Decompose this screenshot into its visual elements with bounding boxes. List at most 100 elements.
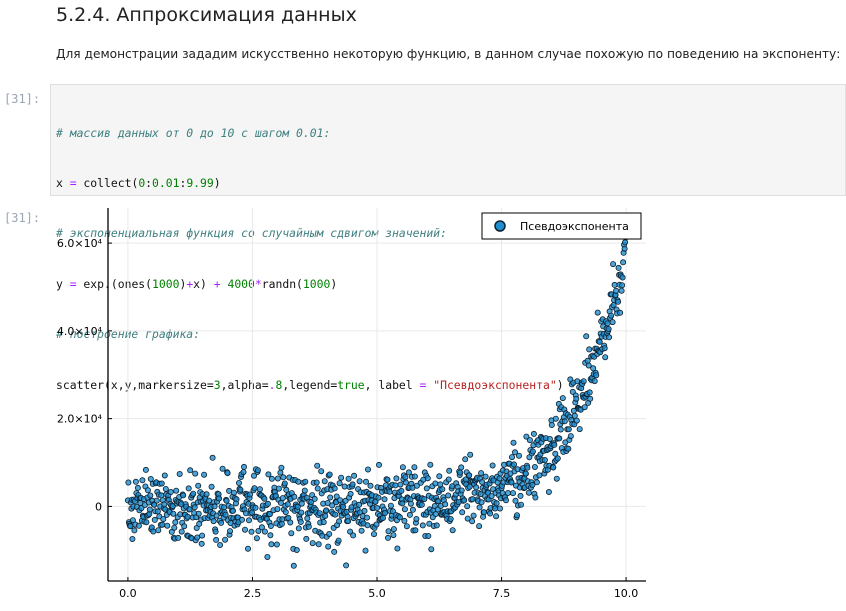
scatter-point (363, 514, 370, 521)
scatter-point (524, 464, 531, 471)
scatter-point (581, 404, 588, 411)
scatter-point (604, 320, 611, 327)
scatter-point (580, 378, 587, 385)
scatter-point (253, 535, 260, 542)
scatter-point (186, 506, 193, 513)
scatter-point (244, 545, 251, 552)
scatter-plot: 0.0 2.5 5.0 7.5 10.0 0 2.0×10⁴ 4.0×10⁴ 6.0×10⁴ П… (57, 208, 646, 600)
scatter-point (229, 507, 236, 514)
scatter-point (226, 528, 233, 535)
scatter-point (375, 461, 382, 468)
scatter-point (161, 472, 168, 479)
scatter-point (557, 426, 564, 433)
scatter-point (129, 535, 136, 542)
scatter-point (449, 527, 456, 534)
scatter-point (190, 490, 197, 497)
scatter-point (273, 541, 280, 548)
scatter-point (175, 534, 182, 541)
scatter-point (412, 527, 419, 534)
scatter-point (396, 514, 403, 521)
scatter-point (531, 463, 538, 470)
scatter-point (399, 500, 406, 507)
scatter-point (583, 333, 590, 340)
scatter-point (419, 522, 426, 529)
scatter-point (258, 524, 265, 531)
scatter-point (508, 479, 515, 486)
scatter-point (323, 507, 330, 514)
scatter-point (298, 509, 305, 516)
scatter-point (442, 501, 449, 508)
scatter-point (529, 481, 536, 488)
scatter-point (470, 512, 477, 519)
scatter-point (586, 346, 593, 353)
scatter-point (553, 475, 560, 482)
y-tick-label: 4.0×10⁴ (57, 325, 103, 338)
scatter-point (517, 501, 524, 508)
scatter-point (492, 505, 499, 512)
scatter-point (608, 312, 615, 319)
scatter-point (504, 489, 511, 496)
scatter-point (178, 528, 185, 535)
legend-marker-icon (494, 220, 506, 232)
scatter-point (127, 523, 134, 530)
scatter-point (208, 483, 215, 490)
scatter-point (546, 435, 553, 442)
scatter-point (240, 463, 247, 470)
scatter-point (345, 518, 352, 525)
scatter-point (606, 334, 613, 341)
scatter-point (222, 536, 229, 543)
scatter-point (143, 519, 150, 526)
scatter-point (333, 493, 340, 500)
scatter-point (224, 470, 231, 477)
scatter-point (147, 492, 154, 499)
scatter-point (532, 494, 539, 501)
scatter-point (462, 456, 469, 463)
scatter-point (362, 478, 369, 485)
scatter-point (255, 527, 262, 534)
scatter-points (124, 234, 629, 569)
x-tick-label: 10.0 (614, 587, 639, 600)
code-line-1: # массив данных от 0 до 10 с шагом 0.01: (56, 125, 331, 140)
code-cell[interactable]: # массив данных от 0 до 10 с шагом 0.01:… (50, 84, 846, 392)
x-tick-label: 2.5 (244, 587, 261, 600)
scatter-point (587, 395, 594, 402)
code-editor[interactable]: # массив данных от 0 до 10 с шагом 0.01:… (56, 91, 564, 427)
scatter-point (621, 245, 628, 252)
scatter-point (217, 541, 224, 548)
scatter-point (565, 426, 572, 433)
scatter-point (252, 504, 259, 511)
scatter-point (536, 472, 543, 479)
scatter-point (513, 512, 520, 519)
scatter-point (195, 510, 202, 517)
scatter-point (384, 476, 391, 483)
scatter-point (435, 498, 442, 505)
input-prompt: [31]: (4, 92, 41, 106)
scatter-point (591, 378, 598, 385)
scatter-point (533, 479, 540, 486)
scatter-point (326, 471, 333, 478)
scatter-point (379, 514, 386, 521)
scatter-point (318, 468, 325, 475)
code-line-2: x = collect(0:0.01:9.99) (56, 175, 221, 190)
scatter-point (331, 548, 338, 555)
scatter-point (364, 466, 371, 473)
scatter-point (466, 472, 473, 479)
scatter-point (209, 454, 216, 461)
scatter-point (411, 464, 418, 471)
scatter-point (526, 437, 533, 444)
scatter-point (294, 503, 301, 510)
scatter-point (325, 543, 332, 550)
scatter-point (295, 478, 302, 485)
scatter-point (302, 478, 309, 485)
scatter-point (457, 469, 464, 476)
scatter-point (284, 501, 291, 508)
scatter-point (350, 532, 357, 539)
scatter-point (613, 287, 620, 294)
scatter-point (619, 274, 626, 281)
scatter-point (287, 519, 294, 526)
scatter-point (361, 507, 368, 514)
scatter-point (147, 475, 154, 482)
scatter-point (268, 541, 275, 548)
scatter-point (198, 540, 205, 547)
scatter-point (230, 489, 237, 496)
